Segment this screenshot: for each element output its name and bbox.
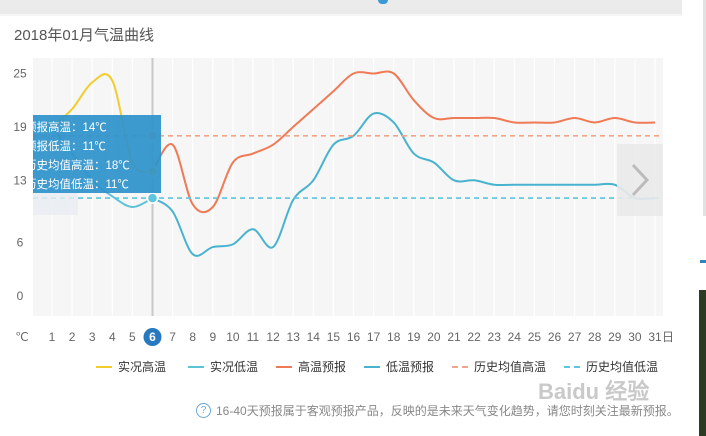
series-line <box>151 70 656 214</box>
legend-label: 历史均值高温 <box>474 360 547 374</box>
top-indicator <box>378 0 388 4</box>
x-tick-label: 11 <box>247 330 260 344</box>
legend-item[interactable]: 高温预报 <box>276 358 346 375</box>
x-tick-label: 4 <box>109 330 116 344</box>
x-tick-label: 7 <box>169 330 176 344</box>
next-button[interactable] <box>617 144 663 216</box>
x-tick-label: 10 <box>226 330 240 344</box>
watermark: Baidu 经验 <box>538 379 650 404</box>
x-tick-label: 5 <box>129 330 136 344</box>
legend-item[interactable]: 历史均值低温 <box>564 358 658 375</box>
legend-item[interactable]: 低温预报 <box>364 358 434 375</box>
tooltip-line: 历史均值高温：18℃ <box>33 160 130 172</box>
x-unit-label: ℃ <box>15 330 28 344</box>
legend: 实况高温 实况低温 高温预报 低温预报 历史均值高温 历史均值低温 <box>96 358 676 376</box>
y-tick-labels: 0 6 13 19 25 <box>13 67 27 304</box>
legend-item[interactable]: 实况低温 <box>188 358 258 375</box>
tooltip-shadow <box>33 193 78 215</box>
x-tick-label: 8 <box>189 330 196 344</box>
x-tick-label: 16 <box>347 330 361 344</box>
legend-label: 高温预报 <box>298 360 347 374</box>
x-tick-label: 28 <box>588 330 602 344</box>
y-tick-label: 19 <box>13 120 27 134</box>
x-tick-label: 18 <box>387 330 401 344</box>
x-tick-label: 26 <box>548 330 562 344</box>
grid <box>51 58 656 316</box>
x-tick-label: 21 <box>447 330 461 344</box>
x-tick-label: 27 <box>568 330 582 344</box>
data-point <box>146 192 159 204</box>
footnote-text: 16-40天预报属于客观预报产品，反映的是未来天气变化趋势，请您时刻关注最新预报… <box>216 404 679 418</box>
x-tick-label: 19 <box>407 330 421 344</box>
right-panel-border <box>703 0 706 216</box>
right-panel-accent <box>700 260 706 263</box>
top-bar <box>0 0 682 14</box>
x-tick-label: 6 <box>149 330 156 344</box>
tooltip-line: 历史均值低温：11℃ <box>33 179 129 191</box>
x-tick-label: 22 <box>467 330 481 344</box>
x-tick-label: 31 <box>648 330 662 344</box>
x-tick-label: 23 <box>488 330 502 344</box>
series-line <box>151 112 656 257</box>
x-tick-label: 20 <box>427 330 441 344</box>
x-tick-label: 12 <box>266 330 280 344</box>
legend-label: 低温预报 <box>386 360 435 374</box>
tooltip-line: 预报高温：14℃ <box>33 122 107 134</box>
x-tick-labels: ℃ 1 2 3 4 5 6 7 8 9 10 11 12 13 14 15 16 17 18 19 20 21 22 23 24… <box>15 328 674 346</box>
x-tick-label: 1 <box>49 330 56 344</box>
x-tick-label: 17 <box>367 330 381 344</box>
x-tick-label: 9 <box>209 330 216 344</box>
x-tick-label: 25 <box>528 330 542 344</box>
x-tick-label: 14 <box>307 330 321 344</box>
y-tick-label: 13 <box>13 173 27 187</box>
legend-item[interactable]: 历史均值高温 <box>452 358 546 375</box>
y-tick-label: 25 <box>13 67 27 81</box>
right-panel-image <box>699 290 706 436</box>
x-tick-label: 2 <box>69 330 76 344</box>
tooltip-line: 预报低温：11℃ <box>33 141 106 153</box>
legend-item[interactable]: 实况高温 <box>96 358 166 375</box>
x-tick-label: 30 <box>628 330 642 344</box>
x-tick-label: 15 <box>327 330 341 344</box>
chevron-right-icon <box>631 163 650 197</box>
x-tick-label: 29 <box>608 330 622 344</box>
legend-label: 实况低温 <box>210 360 259 374</box>
x-tick-label: 3 <box>89 330 96 344</box>
highlight-day-badge <box>143 328 162 346</box>
chart-title: 2018年01月气温曲线 <box>14 27 155 44</box>
x-tick-label: 13 <box>287 330 301 344</box>
x-tick-label: 24 <box>508 330 522 344</box>
x-unit-label: 日 <box>662 330 674 344</box>
legend-label: 历史均值低温 <box>586 360 659 374</box>
tooltip: 预报高温：14℃ 预报低温：11℃ 历史均值高温：18℃ 历史均值低温：11℃ <box>33 115 161 193</box>
legend-label: 实况高温 <box>118 360 167 374</box>
y-tick-label: 0 <box>17 289 24 303</box>
y-tick-label: 6 <box>17 236 24 250</box>
question-icon[interactable]: ? <box>196 403 211 418</box>
footnote: ? 16-40天预报属于客观预报产品，反映的是未来天气变化趋势，请您时刻关注最新… <box>196 402 679 419</box>
